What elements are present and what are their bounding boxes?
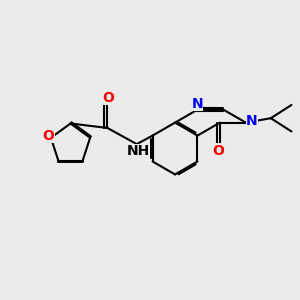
- Text: O: O: [43, 129, 55, 143]
- Text: O: O: [212, 143, 224, 158]
- Text: NH: NH: [127, 145, 150, 158]
- Text: O: O: [102, 91, 114, 105]
- Text: N: N: [192, 97, 203, 111]
- Text: N: N: [246, 114, 257, 128]
